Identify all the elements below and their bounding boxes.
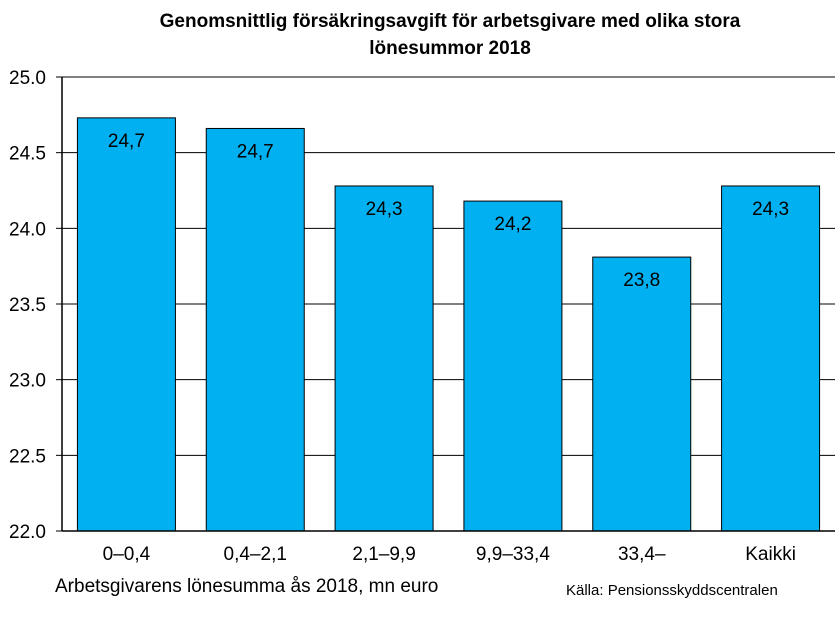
x-tick-label: 0,4–2,1	[224, 544, 287, 565]
gridlines	[62, 76, 835, 456]
bars	[76, 117, 821, 532]
y-tick-label: 22.0	[9, 522, 46, 543]
x-axis-title: Arbetsgivarens lönesumma ås 2018, mn eur…	[55, 576, 439, 597]
x-tick-label: 2,1–9,9	[352, 544, 415, 565]
bar	[721, 185, 821, 532]
x-tick-label: 0–0,4	[103, 544, 151, 565]
y-axis-ticks: 22.0 22.5 23.0 23.5 24.0 24.5 25.0	[9, 68, 62, 543]
bar	[592, 256, 692, 532]
x-axis-ticks: 0–0,4 0,4–2,1 2,1–9,9 9,9–33,4 33,4– Kaikki	[103, 544, 796, 565]
data-label: 24,7	[108, 131, 145, 152]
y-tick-label: 24.0	[9, 219, 46, 240]
data-labels: 24,7 24,7 24,3 24,2 23,8 24,3	[108, 131, 789, 291]
source-note: Källa: Pensionsskyddscentralen	[566, 582, 778, 599]
chart-title: Genomsnittlig försäkringsavgift för arbe…	[60, 8, 837, 62]
y-tick-label: 22.5	[9, 446, 46, 467]
chart-title-line-1: Genomsnittlig försäkringsavgift för arbe…	[159, 11, 741, 32]
x-tick-label: 33,4–	[618, 544, 666, 565]
bar	[463, 200, 563, 532]
data-label: 24,7	[237, 141, 274, 162]
bar	[334, 185, 434, 532]
x-tick-label: Kaikki	[745, 544, 796, 565]
y-tick-label: 23.0	[9, 371, 46, 392]
y-tick-label: 25.0	[9, 68, 46, 89]
y-tick-label: 24.5	[9, 144, 46, 165]
bar	[76, 117, 176, 532]
x-tick-label: 9,9–33,4	[476, 544, 550, 565]
data-label: 24,3	[752, 199, 789, 220]
data-label: 23,8	[623, 270, 660, 291]
data-label: 24,2	[494, 214, 531, 235]
data-label: 24,3	[366, 199, 403, 220]
y-tick-label: 23.5	[9, 295, 46, 316]
bar	[205, 127, 305, 532]
chart-title-line-2: lönesummor 2018	[369, 38, 531, 59]
